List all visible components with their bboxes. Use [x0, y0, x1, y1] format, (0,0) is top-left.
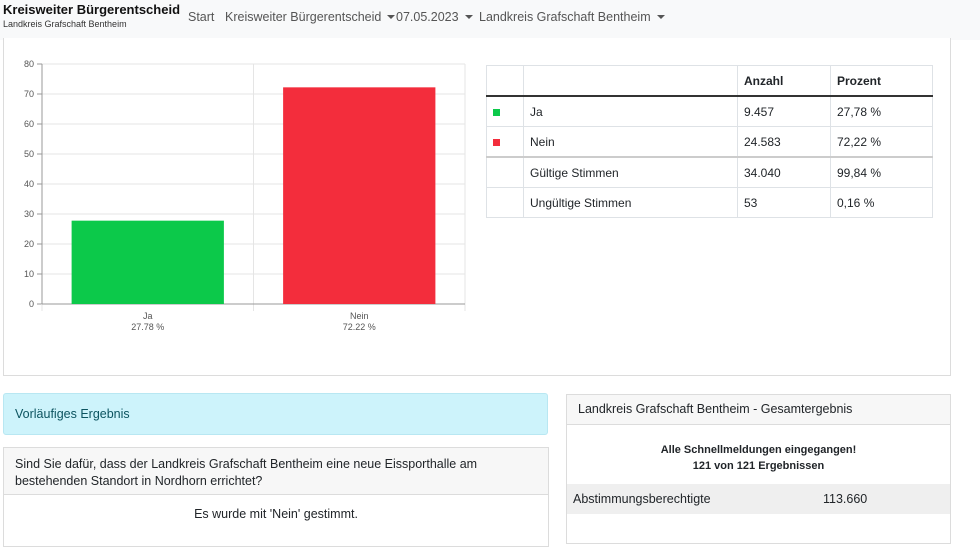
color-cell [486, 126, 524, 158]
summary-label: Abstimmungsberechtigte [573, 492, 711, 506]
row-label: Ungültige Stimmen [523, 187, 738, 218]
row-count: 34.040 [737, 156, 831, 188]
header-cell [486, 65, 524, 97]
nav-dropdown[interactable]: Kreisweiter Bürgerentscheid [225, 10, 395, 24]
row-label: Ja [523, 95, 738, 127]
row-count: 9.457 [737, 95, 831, 127]
header-cell [523, 65, 738, 97]
color-swatch [493, 138, 500, 146]
nav-dropdown[interactable]: 07.05.2023 [396, 10, 473, 24]
question-answer: Es wurde mit 'Nein' gestimmt. [194, 507, 358, 521]
summary-row: Abstimmungsberechtigte 113.660 [567, 484, 950, 514]
page: Kreisweiter Bürgerentscheid { "navbar": … [0, 0, 980, 532]
nav-dropdown[interactable]: Landkreis Grafschaft Bentheim [479, 10, 665, 24]
color-swatch [493, 108, 500, 116]
y-tick-label: 20 [24, 239, 34, 249]
row-count: 53 [737, 187, 831, 218]
value-label: 27.78 % [131, 322, 164, 332]
summary-card: Landkreis Grafschaft Bentheim - Gesamter… [566, 394, 951, 544]
page-body: Kreisweiter Bürgerentscheid Landkreis Gr… [0, 0, 980, 532]
question-text: Sind Sie dafür, dass der Landkreis Grafs… [4, 448, 548, 495]
x-tick-label: Ja [143, 311, 153, 321]
value-label: 72.22 % [343, 322, 376, 332]
summary-row [567, 514, 950, 544]
y-tick-label: 50 [24, 149, 34, 159]
bar [71, 220, 224, 304]
navbar: Kreisweiter Bürgerentscheid Landkreis Gr… [0, 0, 980, 40]
bar [283, 87, 436, 304]
brand-subtitle: Landkreis Grafschaft Bentheim [3, 19, 127, 29]
y-tick-label: 40 [24, 179, 34, 189]
question-card: Sind Sie dafür, dass der Landkreis Grafs… [3, 447, 549, 547]
summary-value: 113.660 [823, 492, 868, 506]
summary-title: Landkreis Grafschaft Bentheim - Gesamter… [567, 395, 950, 425]
y-tick-label: 80 [24, 59, 34, 69]
table-row: Gültige Stimmen 34.040 99,84 % [486, 156, 933, 188]
color-cell [486, 156, 524, 188]
header-cell: Prozent [830, 65, 933, 97]
x-tick-label: Nein [350, 311, 369, 321]
table-row: Ungültige Stimmen 53 0,16 % [486, 187, 933, 218]
header-cell: Anzahl [737, 65, 831, 97]
color-cell [486, 187, 524, 218]
row-label: Gültige Stimmen [523, 156, 738, 188]
summary-progress: 121 von 121 Ergebnissen [692, 460, 825, 472]
y-tick-label: 30 [24, 209, 34, 219]
color-cell [486, 95, 524, 127]
table-row: Ja 9.457 27,78 % [486, 95, 933, 127]
y-tick-label: 10 [24, 269, 34, 279]
row-label: Nein [523, 126, 738, 158]
y-tick-label: 0 [29, 299, 34, 309]
brand-title[interactable]: Kreisweiter Bürgerentscheid [3, 2, 181, 17]
row-percent: 27,78 % [830, 95, 933, 127]
table-row: Nein 24.583 72,22 % [486, 126, 933, 158]
row-percent: 99,84 % [830, 156, 933, 188]
nav-link[interactable]: Start [188, 10, 215, 24]
y-tick-label: 60 [24, 119, 34, 129]
row-percent: 0,16 % [830, 187, 933, 218]
result-table: Anzahl Prozent Ja 9.457 27,78 % Nein 24.583 7… [486, 65, 933, 218]
y-tick-label: 70 [24, 89, 34, 99]
status-alert: Vorläufiges Ergebnis [3, 393, 548, 435]
summary-rows: Abstimmungsberechtigte 113.660 [567, 484, 950, 544]
summary-notice: Alle Schnellmeldungen eingegangen! [660, 444, 857, 456]
row-percent: 72,22 % [830, 126, 933, 158]
row-count: 24.583 [737, 126, 831, 158]
